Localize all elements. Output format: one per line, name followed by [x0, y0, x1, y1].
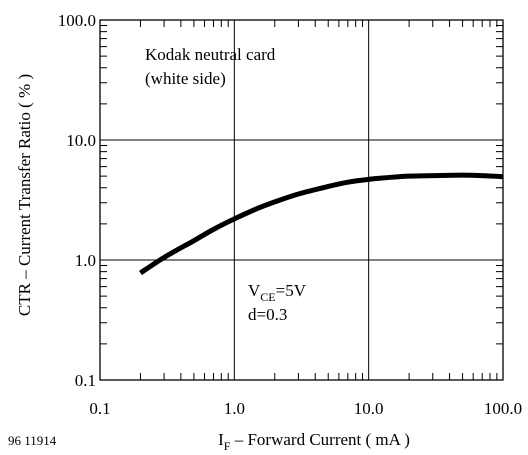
y-tick-label: 0.1	[75, 371, 96, 390]
ctr-curve	[139, 172, 504, 276]
x-axis-label-subscript: F	[224, 439, 231, 453]
y-tick-label: 10.0	[66, 131, 96, 150]
x-axis-label-suffix: – Forward Current ( mA )	[230, 430, 409, 449]
distance-annotation: d=0.3	[248, 305, 287, 324]
x-tick-label: 100.0	[484, 399, 522, 418]
card-annotation-line2: (white side)	[145, 69, 226, 88]
minor-ticks	[100, 20, 503, 380]
plot-frame	[99, 19, 504, 381]
vce-prefix: V	[248, 281, 261, 300]
y-axis-label: CTR – Current Transfer Ratio ( % )	[15, 74, 34, 316]
x-tick-label: 1.0	[224, 399, 245, 418]
vce-subscript: CE	[260, 290, 275, 304]
tick-labels: 0.1 1.0 10.0 100.0 0.1 1.0 10.0 100.0	[58, 11, 522, 418]
y-tick-label: 1.0	[75, 251, 96, 270]
x-axis-label-prefix: I	[218, 430, 224, 449]
vce-annotation: VCE=5V	[248, 281, 307, 304]
x-tick-label: 10.0	[354, 399, 384, 418]
x-axis-label: IF – Forward Current ( mA )	[218, 430, 410, 453]
card-annotation-line1: Kodak neutral card	[145, 45, 276, 64]
figure-id: 96 11914	[8, 433, 57, 448]
vce-suffix: =5V	[276, 281, 307, 300]
y-tick-label: 100.0	[58, 11, 96, 30]
x-tick-label: 0.1	[89, 399, 110, 418]
